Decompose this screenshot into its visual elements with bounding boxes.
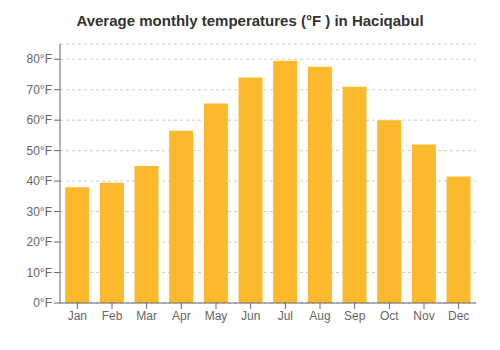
- svg-text:50°F: 50°F: [27, 144, 52, 158]
- svg-text:10°F: 10°F: [27, 266, 52, 280]
- svg-text:Jul: Jul: [278, 309, 293, 323]
- svg-text:40°F: 40°F: [27, 174, 52, 188]
- svg-text:Jan: Jan: [68, 309, 87, 323]
- svg-text:Oct: Oct: [380, 309, 399, 323]
- svg-text:Jun: Jun: [241, 309, 260, 323]
- svg-text:Feb: Feb: [102, 309, 123, 323]
- svg-text:Apr: Apr: [172, 309, 191, 323]
- svg-text:May: May: [205, 309, 228, 323]
- svg-text:30°F: 30°F: [27, 205, 52, 219]
- svg-text:20°F: 20°F: [27, 235, 52, 249]
- svg-text:Dec: Dec: [448, 309, 469, 323]
- svg-text:Aug: Aug: [309, 309, 330, 323]
- svg-text:0°F: 0°F: [33, 296, 52, 310]
- svg-text:80°F: 80°F: [27, 52, 52, 66]
- html-text:Average monthly temperatures (: Average monthly temperatures (°F ) in Ha…: [76, 12, 424, 29]
- svg-text:70°F: 70°F: [27, 83, 52, 97]
- svg-text:Sep: Sep: [344, 309, 366, 323]
- svg-text:Nov: Nov: [413, 309, 434, 323]
- svg-text:60°F: 60°F: [27, 113, 52, 127]
- svg-text:Mar: Mar: [136, 309, 157, 323]
